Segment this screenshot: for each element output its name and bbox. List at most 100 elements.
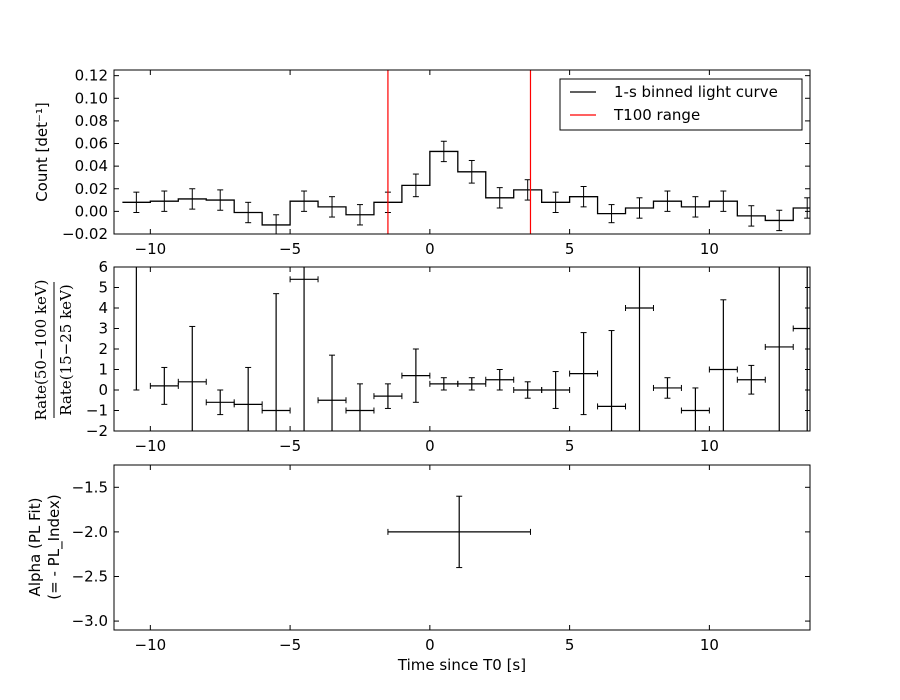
light-curve-errorbar [580,185,587,208]
light-curve-errorbar [524,179,531,201]
y-tick-label: 0.02 [75,180,108,198]
data-point [457,377,487,391]
data-point [680,387,710,431]
data-point [708,299,738,431]
light-curve-errorbar [776,209,783,232]
x-tick-label: 10 [700,636,719,654]
y-tick-label: −2.0 [72,523,108,541]
light-curve-errorbar [273,214,280,234]
y-tick-label: −0.02 [62,225,108,243]
y-tick-label: −1.5 [72,478,108,496]
light-curve-errorbar [440,140,447,163]
data-point [149,366,179,405]
y-tick-label: −1 [86,402,108,420]
y-tick-label: 0 [98,381,108,399]
y-tick-label: 5 [98,279,108,297]
hardness-ratio-denominator: Rate(15−25 keV) [57,284,75,416]
legend: 1-s binned light curve T100 range [559,78,803,131]
x-tick-label: 0 [425,636,435,654]
x-tick-label: 5 [565,636,575,654]
y-tick-label: 3 [98,320,108,338]
light-curve-errorbar [636,197,643,219]
light-curve-y-axis-label: Count [det⁻¹] [33,102,51,202]
light-curve-errorbar [356,204,363,226]
x-axis-label: Time since T0 [s] [397,656,526,674]
data-point [345,383,375,431]
light-curve-errorbar [552,191,559,214]
x-tick-label: −10 [135,240,167,258]
y-tick-label: 0.00 [75,202,108,220]
light-curve-errorbar [608,204,615,224]
data-point [233,366,263,431]
y-tick-label: 0.12 [75,67,108,85]
y-tick-label: 0.08 [75,112,108,130]
x-tick-label: 5 [565,437,575,455]
legend-label-light-curve: 1-s binned light curve [614,83,778,101]
data-point [317,354,347,431]
light-curve-marks [122,70,810,234]
data-point [401,348,431,403]
x-tick-label: −10 [135,636,167,654]
hardness-ratio-y-axis-label: Rate(50−100 keV) Rate(15−25 keV) [32,279,75,420]
y-tick-label: 0.06 [75,135,108,153]
x-tick-label: 10 [700,240,719,258]
y-tick-label: 0.04 [75,157,108,175]
light-curve-errorbar [189,188,196,210]
alpha-y-axis-label-line1: Alpha (PL Fit) [26,498,44,597]
light-curve-errorbar [720,190,727,212]
light-curve-errorbar [217,189,224,211]
light-curve-errorbar [692,196,699,218]
y-tick-label: −2 [86,422,108,440]
light-curve-errorbar [301,190,308,212]
data-point [387,495,531,569]
y-tick-label: 1 [98,361,108,379]
data-point [597,330,627,431]
data-point [764,267,794,431]
light-curve-panel: −10 −5 0 5 10 −0.02 0.00 0.02 0.04 0.06 0.08 0.10 0.… [33,67,811,258]
x-tick-label: 5 [565,240,575,258]
data-point [541,371,571,409]
light-curve-errorbar [329,196,336,218]
legend-box [559,78,803,131]
y-tick-label: −3.0 [72,612,108,630]
data-point [289,267,319,431]
data-point [652,377,682,399]
y-tick-label: 2 [98,340,108,358]
data-point [569,332,599,416]
alpha-y-axis-label-line2: (= - PL_Index) [45,494,64,599]
light-curve-errorbar [748,205,755,227]
x-tick-label: −5 [279,636,301,654]
data-point [261,293,291,431]
data-point [177,325,207,431]
hardness-ratio-numerator: Rate(50−100 keV) [32,279,50,420]
light-curve-errorbar [412,173,419,198]
alpha-panel: −10 −5 0 5 10 −3.0 −2.5 −2.0 −1.5 Alpha (PL Fit)… [26,464,811,674]
alpha-ticks: −10 −5 0 5 10 −3.0 −2.5 −2.0 −1.5 [72,465,810,654]
plot-frame [113,464,811,631]
plot-frame [113,266,811,432]
data-point [625,267,654,431]
x-tick-label: 0 [425,240,435,258]
data-point [429,377,459,391]
data-point [373,383,403,409]
data-point [485,369,515,391]
light-curve-errorbar [245,201,252,224]
x-tick-label: 0 [425,437,435,455]
light-curve-ticks: −10 −5 0 5 10 −0.02 0.00 0.02 0.04 0.06 0.08 0.10 0.… [62,67,810,258]
plot-frame [113,69,811,235]
data-point [205,389,235,416]
light-curve-errorbar [468,159,475,184]
x-tick-label: −5 [279,240,301,258]
x-tick-label: −5 [279,437,301,455]
light-curve-errorbar [664,190,671,212]
y-tick-label: 0.10 [75,89,108,107]
x-tick-label: −10 [135,437,167,455]
y-tick-label: 6 [98,258,108,276]
data-point [736,364,766,395]
y-tick-label: 4 [98,299,108,317]
legend-label-t100: T100 range [613,106,700,124]
y-tick-label: −2.5 [72,567,108,585]
